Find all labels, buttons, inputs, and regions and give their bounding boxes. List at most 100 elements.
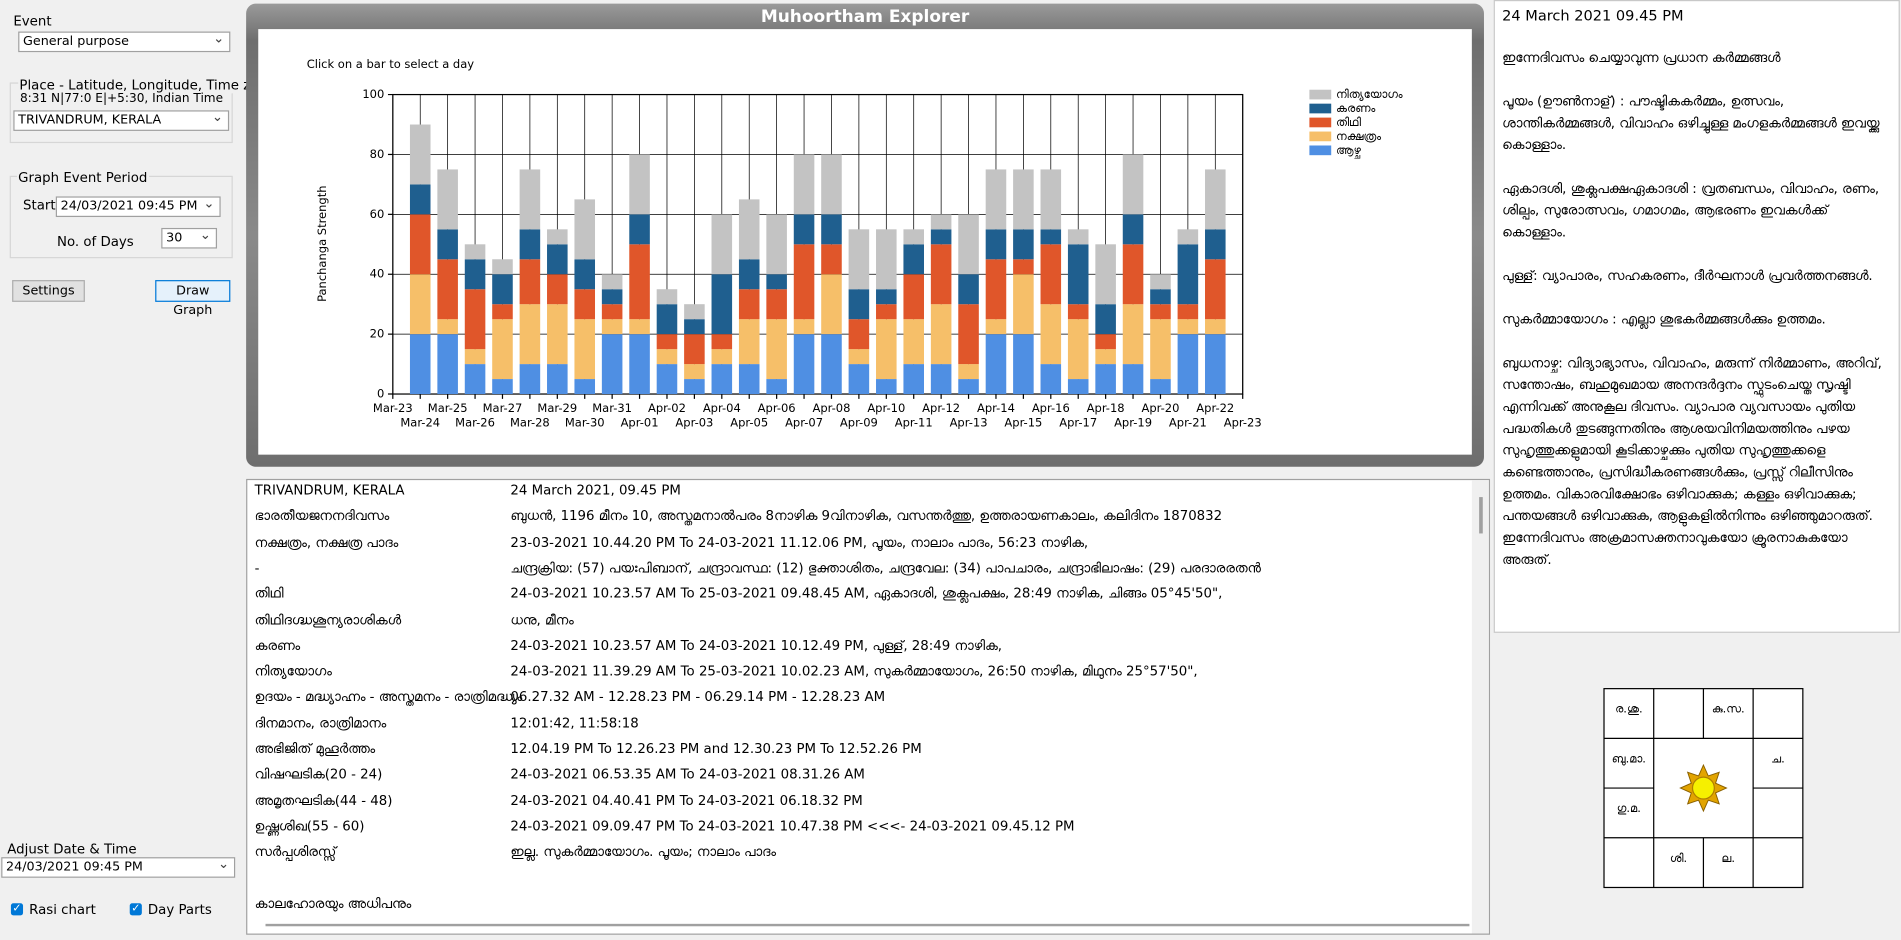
bar-segment[interactable] [1205, 259, 1226, 320]
bar-segment[interactable] [1067, 304, 1089, 320]
bar-segment[interactable] [1122, 304, 1144, 365]
settings-button[interactable]: Settings [12, 280, 85, 302]
bar-segment[interactable] [821, 214, 842, 245]
bar-segment[interactable] [766, 289, 787, 320]
bar-segment[interactable] [1095, 304, 1116, 335]
bar-segment[interactable] [437, 334, 458, 395]
bar-segment[interactable] [437, 169, 458, 230]
bar-segment[interactable] [547, 244, 568, 275]
bar-segment[interactable] [1067, 229, 1089, 245]
bar-segment[interactable] [1013, 169, 1034, 230]
days-input[interactable]: 30 [161, 226, 218, 249]
bar-segment[interactable] [821, 154, 842, 215]
bar-segment[interactable] [1122, 154, 1144, 215]
rasi-chart[interactable]: ര.ശു. കു.സ. ബു.മാ. ച. ഗു.മ. ശി. ല. [1603, 687, 1804, 889]
bar-segment[interactable] [848, 364, 870, 395]
bar-segment[interactable] [574, 199, 596, 260]
bar-segment[interactable] [464, 244, 486, 260]
bar-segment[interactable] [519, 229, 541, 260]
bar-segment[interactable] [1095, 364, 1116, 395]
bar-segment[interactable] [903, 274, 925, 320]
bar-segment[interactable] [1013, 274, 1034, 335]
bar-segment[interactable] [1095, 244, 1116, 305]
bar-segment[interactable] [1177, 229, 1199, 245]
bar-segment[interactable] [601, 304, 623, 320]
bar-segment[interactable] [1150, 379, 1171, 395]
bar-segment[interactable] [656, 364, 678, 395]
bar-segment[interactable] [656, 334, 678, 350]
bar-segment[interactable] [821, 274, 842, 335]
place-dropdown[interactable]: TRIVANDRUM, KERALA [13, 108, 230, 131]
bar-segment[interactable] [903, 244, 925, 275]
bar-segment[interactable] [930, 229, 952, 245]
bar-segment[interactable] [793, 244, 815, 320]
bar-segment[interactable] [766, 214, 787, 275]
bar-segment[interactable] [601, 319, 623, 335]
bar-segment[interactable] [492, 319, 513, 380]
bar-segment[interactable] [464, 364, 486, 395]
bar-segment[interactable] [492, 379, 513, 395]
bar-segment[interactable] [876, 289, 897, 305]
bar-segment[interactable] [601, 334, 623, 395]
bar-segment[interactable] [1040, 244, 1062, 305]
dayparts-checkbox[interactable]: ✓ [129, 903, 142, 916]
draw-graph-button[interactable]: Draw Graph [155, 280, 231, 318]
bar-segment[interactable] [601, 289, 623, 305]
h-scrollbar[interactable] [265, 923, 1470, 927]
bar-segment[interactable] [492, 274, 513, 305]
bar-segment[interactable] [903, 229, 925, 245]
bar-segment[interactable] [930, 304, 952, 365]
bar-segment[interactable] [848, 349, 870, 365]
bar-segment[interactable] [848, 229, 870, 290]
bar-segment[interactable] [547, 274, 568, 305]
bar-segment[interactable] [1177, 319, 1199, 335]
bar-segment[interactable] [903, 319, 925, 365]
bar-segment[interactable] [1095, 349, 1116, 365]
bar-segment[interactable] [492, 304, 513, 320]
bar-segment[interactable] [464, 349, 486, 365]
bar-segment[interactable] [547, 229, 568, 245]
bar-segment[interactable] [1067, 379, 1089, 395]
bar-segment[interactable] [1205, 229, 1226, 260]
bar-segment[interactable] [958, 379, 979, 395]
bar-segment[interactable] [903, 364, 925, 395]
bar-segment[interactable] [684, 304, 705, 320]
bar-segment[interactable] [629, 319, 650, 335]
bar-segment[interactable] [519, 364, 541, 395]
bar-segment[interactable] [985, 229, 1007, 260]
bar-segment[interactable] [711, 349, 733, 365]
bar-segment[interactable] [629, 214, 650, 245]
scrollbar[interactable] [1471, 480, 1489, 934]
bar-segment[interactable] [684, 334, 705, 365]
bar-segment[interactable] [848, 289, 870, 320]
bar-segment[interactable] [848, 319, 870, 350]
bar-segment[interactable] [930, 214, 952, 230]
bar-segment[interactable] [793, 154, 815, 215]
bar-segment[interactable] [1067, 244, 1089, 305]
scroll-thumb[interactable] [1479, 497, 1483, 534]
bar-segment[interactable] [409, 334, 431, 395]
bar-segment[interactable] [711, 364, 733, 395]
bar-segment[interactable] [1205, 319, 1226, 335]
event-dropdown[interactable]: General purpose [18, 29, 231, 53]
bar-segment[interactable] [601, 274, 623, 290]
bar-segment[interactable] [1177, 334, 1199, 395]
bar-segment[interactable] [409, 274, 431, 335]
bar-segment[interactable] [464, 289, 486, 350]
bar-segment[interactable] [821, 334, 842, 395]
bar-segment[interactable] [1095, 334, 1116, 350]
bar-segment[interactable] [656, 289, 678, 305]
bar-segment[interactable] [930, 244, 952, 305]
bar-segment[interactable] [738, 364, 760, 395]
bar-segment[interactable] [492, 259, 513, 275]
bar-segment[interactable] [958, 214, 979, 275]
bar-segment[interactable] [629, 244, 650, 320]
bar-segment[interactable] [738, 199, 760, 260]
bar-segment[interactable] [985, 169, 1007, 230]
bar-segment[interactable] [519, 259, 541, 305]
bar-segment[interactable] [711, 214, 733, 275]
bar-segment[interactable] [766, 274, 787, 290]
bar-segment[interactable] [1013, 334, 1034, 395]
adjust-datetime[interactable]: 24/03/2021 09:45 PM [1, 855, 236, 878]
bar-segment[interactable] [793, 214, 815, 245]
